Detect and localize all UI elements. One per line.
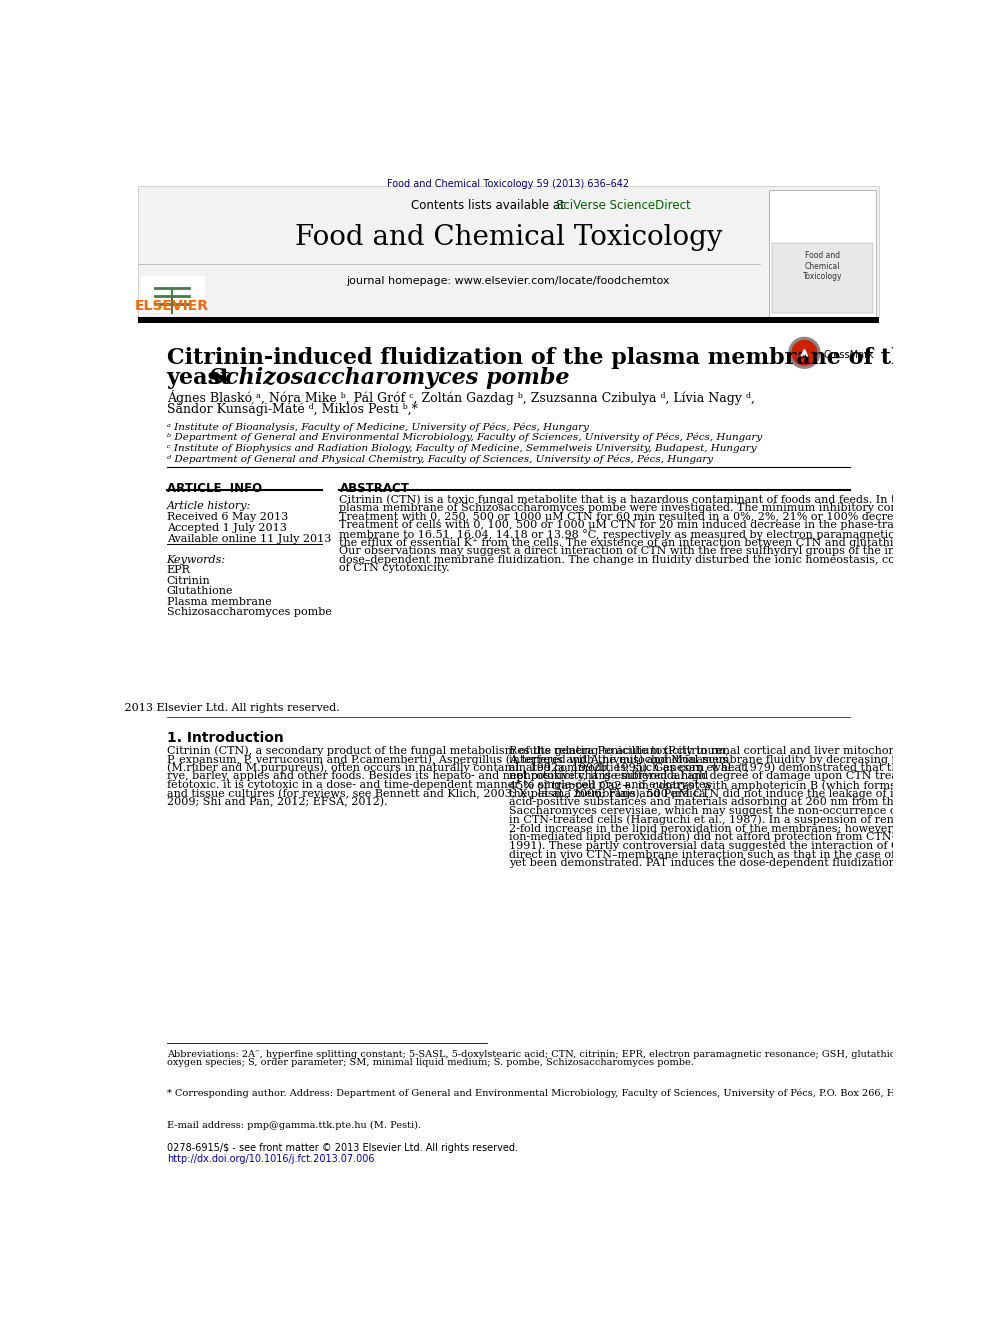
Text: CrossMark: CrossMark: [823, 349, 874, 360]
Text: E-mail address: pmp@gamma.ttk.pte.hu (M. Pesti).: E-mail address: pmp@gamma.ttk.pte.hu (M.…: [167, 1122, 421, 1130]
Text: ᶜ Institute of Biophysics and Radiation Biology, Faculty of Medicine, Semmelweis: ᶜ Institute of Biophysics and Radiation …: [167, 443, 756, 452]
Text: Accepted 1 July 2013: Accepted 1 July 2013: [167, 523, 287, 533]
Bar: [138, 187, 879, 316]
Text: Food and Chemical Toxicology 59 (2013) 636–642: Food and Chemical Toxicology 59 (2013) 6…: [387, 179, 630, 189]
Text: ᵃ Institute of Bioanalysis, Faculty of Medicine, University of Pécs, Pécs, Hunga: ᵃ Institute of Bioanalysis, Faculty of M…: [167, 422, 588, 431]
Text: Our observations may suggest a direct interaction of CTN with the free sulfhydry: Our observations may suggest a direct in…: [339, 546, 992, 556]
Text: Schizosaccharomyces pombe: Schizosaccharomyces pombe: [209, 366, 569, 389]
Text: ᵇ Department of General and Environmental Microbiology, Faculty of Sciences, Uni: ᵇ Department of General and Environmenta…: [167, 433, 762, 442]
Bar: [769, 189, 876, 316]
Text: 1. Introduction: 1. Introduction: [167, 730, 284, 745]
Text: Food and Chemical Toxicology: Food and Chemical Toxicology: [295, 224, 722, 251]
Text: SciVerse ScienceDirect: SciVerse ScienceDirect: [556, 198, 690, 212]
Text: Schizosaccharomyces pombe: Schizosaccharomyces pombe: [167, 607, 331, 617]
Text: ABSTRACT: ABSTRACT: [339, 482, 410, 495]
Text: membrane to 16.51, 16.04, 14.18 or 13.98 °C, respectively as measured by electro: membrane to 16.51, 16.04, 14.18 or 13.98…: [339, 529, 992, 540]
Text: Saccharomyces cerevisiae, which may suggest the non-occurrence of disorganizatio: Saccharomyces cerevisiae, which may sugg…: [509, 806, 992, 816]
Text: Citrinin (CTN) is a toxic fungal metabolite that is a hazardous contaminant of f: Citrinin (CTN) is a toxic fungal metabol…: [339, 495, 992, 505]
Bar: [772, 243, 873, 312]
Text: ion-mediated lipid peroxidation) did not afford protection from CTN-induced cell: ion-mediated lipid peroxidation) did not…: [509, 832, 992, 843]
Bar: [141, 275, 204, 312]
Text: dose–dependent membrane fluidization. The change in fluidity disturbed the ionic: dose–dependent membrane fluidization. Th…: [339, 554, 992, 565]
Text: Treatment with 0, 250, 500 or 1000 μM CTN for 60 min resulted in a 0%, 2%, 21% o: Treatment with 0, 250, 500 or 1000 μM CT…: [339, 512, 992, 521]
Text: Food and
Chemical
Toxicology: Food and Chemical Toxicology: [803, 251, 842, 280]
Text: in CTN-treated cells (Haraguchi et al., 1987). In a suspension of renal proximal: in CTN-treated cells (Haraguchi et al., …: [509, 815, 992, 826]
Circle shape: [789, 337, 820, 368]
Text: net positive charge suffered a high degree of damage upon CTN treatment, leading: net positive charge suffered a high degr…: [509, 771, 992, 782]
Text: Available online 11 July 2013: Available online 11 July 2013: [167, 533, 331, 544]
Text: © 2013 Elsevier Ltd. All rights reserved.: © 2013 Elsevier Ltd. All rights reserved…: [110, 703, 339, 713]
Text: 0278-6915/$ - see front matter © 2013 Elsevier Ltd. All rights reserved.: 0278-6915/$ - see front matter © 2013 El…: [167, 1143, 518, 1152]
Text: Contents lists available at: Contents lists available at: [411, 198, 568, 212]
Text: 1991). These partly controversial data suggested the interaction of CTN with the: 1991). These partly controversial data s…: [509, 840, 992, 851]
Text: 2009; Shi and Pan, 2012; EFSA, 2012).: 2009; Shi and Pan, 2012; EFSA, 2012).: [167, 798, 387, 807]
Text: P. expansum, P. verrucosum and P.camemberti), Aspergillus (A.terreus and A.niveu: P. expansum, P. verrucosum and P.camembe…: [167, 754, 727, 765]
Text: plasma membrane of Schizosaccharomyces pombe were investigated. The minimum inhi: plasma membrane of Schizosaccharomyces p…: [339, 503, 992, 513]
Text: the efflux of essential K⁺ from the cells. The existence of an interaction betwe: the efflux of essential K⁺ from the cell…: [339, 537, 992, 548]
Text: journal homepage: www.elsevier.com/locate/foodchemtox: journal homepage: www.elsevier.com/locat…: [346, 275, 671, 286]
Text: rye, barley, apples and other foods. Besides its hepato- and nephrotoxicity, it : rye, barley, apples and other foods. Bes…: [167, 771, 708, 782]
Bar: [138, 318, 879, 323]
Text: 2-fold increase in the lipid peroxidation of the membranes; however, deferoxamin: 2-fold increase in the lipid peroxidatio…: [509, 823, 992, 833]
Text: (M.ruber and M.purpureus), often occurs in naturally contaminated commodities, s: (M.ruber and M.purpureus), often occurs …: [167, 763, 749, 774]
Text: Article history:: Article history:: [167, 501, 251, 512]
Text: yeast: yeast: [167, 366, 239, 389]
Text: * Corresponding author. Address: Department of General and Environmental Microbi: * Corresponding author. Address: Departm…: [167, 1089, 992, 1098]
Text: Abbreviations: 2A′′, hyperfine splitting constant; 5-SASL, 5-doxylstearic acid; : Abbreviations: 2A′′, hyperfine splitting…: [167, 1050, 992, 1060]
Text: acid-positive substances and materials adsorbing at 260 nm from the cells of the: acid-positive substances and materials a…: [509, 798, 992, 807]
Text: yet been demonstrated. PAT induces the dose-dependent fluidization of: yet been demonstrated. PAT induces the d…: [509, 857, 911, 868]
Text: EPR: EPR: [167, 565, 190, 576]
Text: the plasma membrane), 500 μM CTN did not induce the leakage of intracellular phe: the plasma membrane), 500 μM CTN did not…: [509, 789, 992, 799]
Text: fetotoxic. it is cytotoxic in a dose- and time-dependent manner to single-cell p: fetotoxic. it is cytotoxic in a dose- an…: [167, 781, 711, 790]
Text: ᵈ Department of General and Physical Chemistry, Faculty of Sciences, University : ᵈ Department of General and Physical Che…: [167, 454, 712, 464]
Text: Keywords:: Keywords:: [167, 554, 226, 565]
Text: interfered with the mitochondrial membrane fluidity by decreasing the transmembr: interfered with the mitochondrial membra…: [509, 754, 992, 765]
Text: Treatment of cells with 0, 100, 500 or 1000 μM CTN for 20 min induced decrease i: Treatment of cells with 0, 100, 500 or 1…: [339, 520, 992, 531]
Text: Glutathione: Glutathione: [167, 586, 233, 597]
Text: Results relating to acute toxicity to renal cortical and liver mitochondrial swe: Results relating to acute toxicity to re…: [509, 745, 992, 755]
Text: 45% of trapped Ca2+. in contrast with amphotericin B (which forms addition compl: 45% of trapped Ca2+. in contrast with am…: [509, 781, 992, 791]
Text: http://dx.doi.org/10.1016/j.fct.2013.07.006: http://dx.doi.org/10.1016/j.fct.2013.07.…: [167, 1155, 374, 1164]
Text: Citrinin: Citrinin: [167, 576, 210, 586]
Text: ELSEVIER: ELSEVIER: [135, 299, 209, 312]
Text: Sándor Kunsági-Máté ᵈ, Miklós Pesti ᵇ,*: Sándor Kunsági-Máté ᵈ, Miklós Pesti ᵇ,*: [167, 402, 418, 415]
Text: Ágnes Blaskó ᵃ, Nóra Mike ᵇ, Pál Gróf ᶜ, Zoltán Gazdag ᵇ, Zsuzsanna Czibulya ᵈ, : Ágnes Blaskó ᵃ, Nóra Mike ᵇ, Pál Gróf ᶜ,…: [167, 390, 755, 405]
Text: Citrinin-induced fluidization of the plasma membrane of the fission: Citrinin-induced fluidization of the pla…: [167, 348, 992, 369]
Text: Citrinin (CTN), a secondary product of the fungal metabolism of the genera Penic: Citrinin (CTN), a secondary product of t…: [167, 745, 728, 755]
Text: oxygen species; S, order parameter; SM, minimal liquid medium; S. pombe, Schizos: oxygen species; S, order parameter; SM, …: [167, 1058, 693, 1068]
Text: Plasma membrane: Plasma membrane: [167, 597, 272, 606]
Circle shape: [792, 340, 816, 365]
Text: Received 6 May 2013: Received 6 May 2013: [167, 512, 288, 523]
Text: direct in vivo CTN–membrane interaction such as that in the case of nucleophilic: direct in vivo CTN–membrane interaction …: [509, 849, 992, 860]
Text: ARTICLE  INFO: ARTICLE INFO: [167, 482, 262, 495]
Text: al., 1992a, 1992b, 1995). Genesan et al. (1979) demonstrated that the membrane o: al., 1992a, 1992b, 1995). Genesan et al.…: [509, 763, 992, 774]
Text: and tissue cultures (for reviews, see Bennett and Klich, 2003; Xu et al., 2006; : and tissue cultures (for reviews, see Be…: [167, 789, 708, 799]
Text: of CTN cytotoxicity.: of CTN cytotoxicity.: [339, 564, 450, 573]
